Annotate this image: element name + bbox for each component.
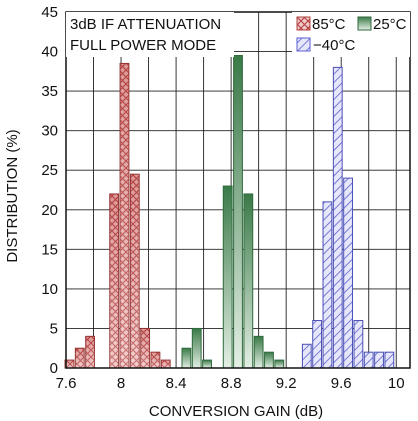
x-tick-label: 9.2 [276,375,297,392]
legend-label-85c: 85°C [312,16,346,33]
bar-series-2-bin-7 [374,351,384,369]
legend-swatch-85c [296,16,311,31]
x-tick-label: 10 [388,375,405,392]
bar-shade-series-0-bin-3 [109,193,119,368]
bar-series-2-bin-1 [312,320,323,369]
x-axis-title: CONVERSION GAIN (dB) [149,403,323,420]
bar-series-2-bin-5 [353,320,364,369]
y-tick-label: 0 [50,360,58,377]
bar-shade-series-0-bin-1 [75,348,85,368]
y-tick-label: 35 [41,83,58,100]
x-tick-label: 8.4 [166,375,187,392]
bar-shade-series-0-bin-8 [161,360,171,368]
bar-series-2-bin-4 [343,177,353,369]
bar-shade-series-0-bin-7 [151,352,160,368]
y-tick-label: 40 [41,44,58,61]
bar-series-1-bin-2 [202,359,212,369]
legend-swatch-minus40c [296,37,311,52]
bar-series-1-bin-1 [191,327,202,369]
annotation-line-2: FULL POWER MODE [70,37,216,54]
annotation-box: 3dB IF ATTENUATION FULL POWER MODE [66,12,234,57]
y-tick-label: 20 [41,202,58,219]
bar-series-2-bin-3 [332,66,343,369]
legend: 85°C 25°C −40°C [292,12,410,57]
bar-series-1-bin-4 [233,55,243,369]
bar-series-1-bin-5 [243,193,254,369]
bars-group [64,55,395,369]
y-axis-title: DISTRIBUTION (%) [4,129,21,262]
y-tick-label: 5 [50,320,58,337]
bar-series-2-bin-6 [363,351,374,369]
legend-swatch-25c [357,16,372,31]
legend-label-minus40c: −40°C [313,37,355,54]
legend-label-25c: 25°C [373,16,407,33]
x-tick-labels: 7.6 8 8.4 8.8 9.2 9.6 10 [56,375,405,392]
bar-shade-series-0-bin-5 [130,174,140,368]
x-tick-label: 8.8 [221,375,242,392]
annotation-line-1: 3dB IF ATTENUATION [70,16,221,33]
bar-series-1-bin-3 [222,185,233,369]
bar-shade-series-0-bin-4 [120,63,129,369]
bar-series-2-bin-2 [322,201,333,369]
y-tick-labels: 0 5 10 15 20 25 30 35 40 45 [41,4,58,377]
y-tick-label: 15 [41,241,58,258]
x-tick-label: 7.6 [56,375,77,392]
bar-shade-series-0-bin-6 [140,328,150,368]
bar-shade-series-0-bin-0 [65,360,74,368]
bar-series-1-bin-8 [274,359,285,369]
bar-series-2-bin-8 [384,351,395,369]
y-tick-label: 30 [41,123,58,140]
bar-series-1-bin-7 [264,351,274,369]
bar-series-1-bin-6 [253,335,264,369]
y-tick-label: 25 [41,162,58,179]
bar-series-2-bin-0 [301,343,312,369]
x-tick-label: 9.6 [331,375,352,392]
y-tick-label: 10 [41,281,58,298]
plot-frame [65,11,411,369]
y-tick-label: 45 [41,4,58,21]
x-tick-label: 8 [117,375,125,392]
bar-shade-series-0-bin-2 [85,336,95,368]
bar-series-1-bin-0 [181,347,192,369]
